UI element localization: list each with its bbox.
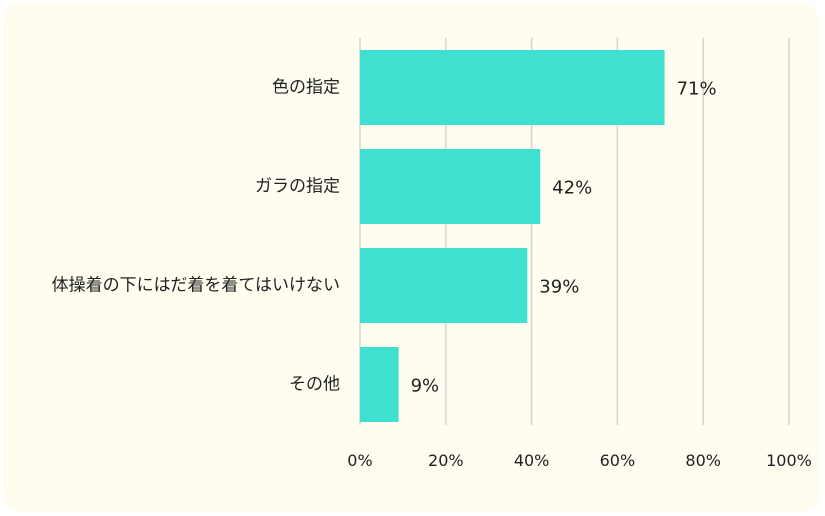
category-label: その他 (289, 375, 340, 395)
category-label: 体操着の下にはだ着を着てはいけない (52, 276, 340, 296)
x-tick-label: 20% (428, 451, 464, 470)
bar-4 (360, 347, 399, 422)
x-tick-label: 40% (514, 451, 550, 470)
x-axis-ticks: 0% 20% 40% 60% 80% 100% (347, 451, 812, 470)
x-tick-label: 0% (347, 451, 372, 470)
x-tick-label: 80% (685, 451, 721, 470)
data-label: 71% (677, 79, 717, 100)
category-label: 色の指定 (272, 78, 340, 98)
bar-1 (360, 50, 665, 125)
x-tick-label: 60% (600, 451, 636, 470)
data-label: 9% (411, 376, 440, 397)
bar-3 (360, 248, 528, 323)
value-labels: 71% 42% 39% 9% (411, 79, 717, 397)
data-label: 39% (539, 277, 579, 298)
category-label: ガラの指定 (255, 177, 340, 197)
x-tick-label: 100% (766, 451, 812, 470)
bars (360, 50, 665, 422)
data-label: 42% (552, 178, 592, 199)
bar-2 (360, 149, 541, 224)
